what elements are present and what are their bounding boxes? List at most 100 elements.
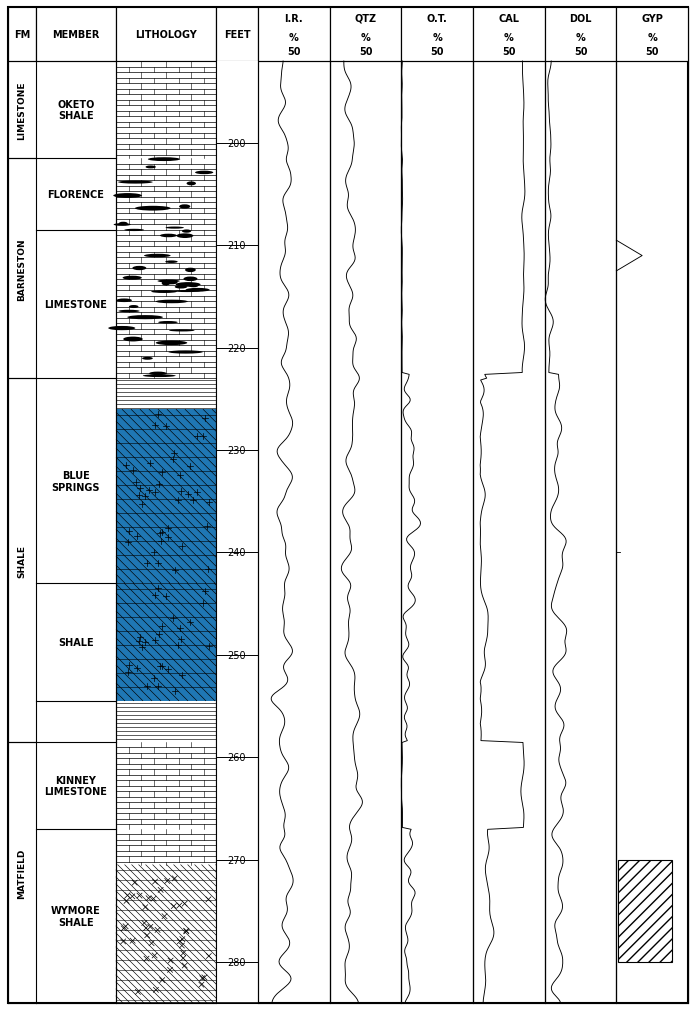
Text: OKETO
SHALE: OKETO SHALE xyxy=(57,100,95,121)
Text: 50: 50 xyxy=(645,48,659,58)
Ellipse shape xyxy=(143,375,175,378)
Ellipse shape xyxy=(144,255,171,258)
Bar xyxy=(116,62,216,159)
Bar xyxy=(473,62,545,1003)
Bar xyxy=(116,865,216,1003)
Ellipse shape xyxy=(125,229,144,232)
Bar xyxy=(330,62,402,1003)
Text: MEMBER: MEMBER xyxy=(52,30,100,40)
Ellipse shape xyxy=(156,341,187,346)
Ellipse shape xyxy=(165,261,177,264)
Bar xyxy=(545,8,617,62)
Ellipse shape xyxy=(175,283,200,287)
Bar xyxy=(116,583,216,702)
Bar xyxy=(36,8,116,62)
Ellipse shape xyxy=(184,277,198,282)
Ellipse shape xyxy=(118,310,140,313)
Bar xyxy=(8,8,36,62)
Text: 50: 50 xyxy=(287,48,301,58)
Bar xyxy=(116,409,216,583)
Ellipse shape xyxy=(187,182,196,186)
Text: MATFIELD: MATFIELD xyxy=(17,847,26,898)
Text: 210: 210 xyxy=(228,241,246,251)
Bar xyxy=(258,8,330,62)
Text: GYP: GYP xyxy=(641,14,663,24)
Ellipse shape xyxy=(129,305,139,308)
Text: 50: 50 xyxy=(430,48,444,58)
Text: %: % xyxy=(647,32,657,42)
Text: I.R.: I.R. xyxy=(285,14,303,24)
Ellipse shape xyxy=(179,205,190,209)
Bar xyxy=(617,8,688,62)
Bar xyxy=(402,8,473,62)
Text: 230: 230 xyxy=(228,446,246,456)
Ellipse shape xyxy=(119,222,127,225)
Text: 50: 50 xyxy=(574,48,587,58)
Bar xyxy=(116,8,216,62)
Text: O.T.: O.T. xyxy=(427,14,448,24)
Bar xyxy=(617,62,688,1003)
Text: %: % xyxy=(361,32,370,42)
Ellipse shape xyxy=(182,231,191,234)
Ellipse shape xyxy=(175,286,187,289)
Ellipse shape xyxy=(164,282,177,285)
Text: %: % xyxy=(432,32,442,42)
Ellipse shape xyxy=(113,194,142,199)
Ellipse shape xyxy=(168,351,203,354)
Bar xyxy=(116,702,216,742)
Bar xyxy=(545,62,617,1003)
Text: %: % xyxy=(576,32,585,42)
Ellipse shape xyxy=(149,372,166,376)
Text: SHALE: SHALE xyxy=(58,638,94,647)
Text: LIMESTONE: LIMESTONE xyxy=(45,300,107,310)
Ellipse shape xyxy=(157,280,180,283)
Text: 200: 200 xyxy=(228,139,246,149)
Ellipse shape xyxy=(156,300,188,304)
Bar xyxy=(402,62,473,1003)
Text: 250: 250 xyxy=(228,650,246,660)
Text: DOL: DOL xyxy=(569,14,592,24)
Bar xyxy=(116,742,216,829)
Ellipse shape xyxy=(145,166,156,169)
Text: KINNEY
LIMESTONE: KINNEY LIMESTONE xyxy=(45,774,107,797)
Ellipse shape xyxy=(166,227,184,229)
Text: 50: 50 xyxy=(358,48,372,58)
Bar xyxy=(116,159,216,379)
Bar xyxy=(216,8,258,62)
Text: 260: 260 xyxy=(228,752,246,762)
Text: CAL: CAL xyxy=(498,14,519,24)
Text: FLORENCE: FLORENCE xyxy=(47,190,104,200)
Ellipse shape xyxy=(148,158,180,162)
Bar xyxy=(116,409,216,583)
Text: LITHOLOGY: LITHOLOGY xyxy=(135,30,197,40)
Bar xyxy=(473,8,545,62)
Bar xyxy=(330,8,402,62)
Text: SHALE: SHALE xyxy=(17,544,26,577)
Ellipse shape xyxy=(116,299,132,302)
Bar xyxy=(258,62,330,1003)
Bar xyxy=(618,859,672,962)
Ellipse shape xyxy=(160,235,177,238)
Bar xyxy=(216,62,258,1003)
Text: 240: 240 xyxy=(228,548,246,558)
Ellipse shape xyxy=(177,235,193,239)
Ellipse shape xyxy=(161,281,170,286)
Ellipse shape xyxy=(195,172,213,175)
Text: QTZ: QTZ xyxy=(354,14,377,24)
Text: WYMORE
SHALE: WYMORE SHALE xyxy=(51,905,101,927)
Bar xyxy=(116,829,216,865)
Ellipse shape xyxy=(186,288,209,292)
Ellipse shape xyxy=(169,330,195,333)
Bar xyxy=(116,379,216,409)
Text: %: % xyxy=(289,32,299,42)
Text: 280: 280 xyxy=(228,957,246,968)
Ellipse shape xyxy=(118,181,152,184)
Text: 270: 270 xyxy=(228,855,246,864)
Text: LIMESTONE: LIMESTONE xyxy=(17,81,26,140)
Text: 220: 220 xyxy=(228,344,246,354)
Bar xyxy=(116,583,216,702)
Ellipse shape xyxy=(132,267,146,271)
Ellipse shape xyxy=(174,291,200,293)
Ellipse shape xyxy=(122,276,142,280)
Ellipse shape xyxy=(185,268,196,273)
